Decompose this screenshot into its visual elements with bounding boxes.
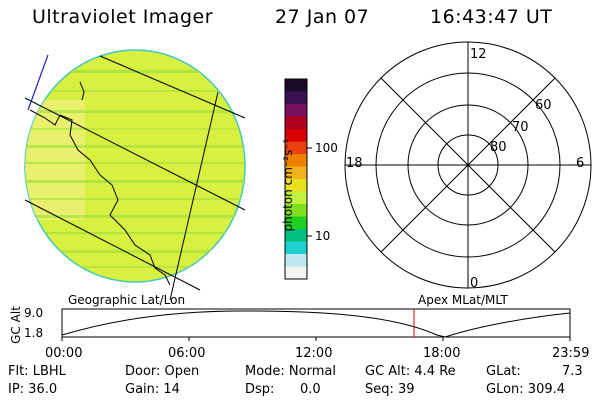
lat-line — [24, 199, 201, 291]
orbit-axis-label: GC Alt — [9, 306, 23, 344]
colorbar-band — [285, 229, 307, 242]
status-flt: Flt: LBHL — [8, 364, 66, 379]
colorbar-band — [285, 154, 307, 167]
orbit-y-bottom: 1.8 — [24, 326, 44, 340]
mlat-label-70: 70 — [512, 120, 529, 135]
lat-line — [24, 97, 246, 211]
coastline-upper — [29, 81, 85, 126]
orbit-plot — [61, 308, 571, 341]
mlt-label-6: 6 — [576, 156, 585, 171]
status-dsp-value: 0.0 — [300, 382, 321, 397]
status-gcalt: GC Alt: 4.4 Re — [365, 364, 456, 379]
status-mode: Mode: Normal — [245, 364, 336, 379]
status-ip: IP: 36.0 — [8, 382, 58, 397]
colorbar-band — [285, 191, 307, 205]
coastline — [59, 114, 171, 286]
colorbar-band — [285, 166, 307, 180]
status-seq: Seq: 39 — [365, 382, 415, 397]
colorbar-band — [285, 241, 307, 255]
colorbar-band — [285, 129, 307, 142]
colorbar-band — [285, 116, 307, 130]
orbit-x-tick-3: 18:00 — [423, 346, 461, 361]
lat-line — [99, 55, 246, 119]
status-glat-label: GLat: — [486, 364, 521, 379]
orbit-caption-left: Geographic Lat/Lon — [68, 293, 186, 307]
lon-line — [169, 91, 219, 301]
orbit-caption-right: Apex MLat/MLT — [418, 293, 508, 307]
orbit-x-tick-0: 00:00 — [45, 346, 83, 361]
polar-plot — [344, 41, 592, 289]
polar-diagonal — [380, 77, 556, 253]
limb-line — [27, 54, 49, 111]
colorbar-band — [285, 141, 307, 155]
status-glat-value: 7.3 — [562, 364, 583, 379]
orbit-x-tick-4: 23:59 — [552, 346, 590, 361]
colorbar — [284, 78, 312, 280]
colorbar-band — [285, 254, 307, 267]
status-gain: Gain: 14 — [125, 382, 180, 397]
colorbar-band — [285, 79, 307, 92]
mlt-label-12: 12 — [470, 47, 487, 62]
mlt-label-18: 18 — [346, 156, 363, 171]
orbit-x-tick-2: 12:00 — [295, 346, 333, 361]
colorbar-band — [285, 91, 307, 105]
status-dsp-label: Dsp: — [245, 382, 275, 397]
mlt-label-0: 0 — [470, 276, 479, 291]
colorbar-band — [285, 216, 307, 230]
colorbar-unit: photon cm⁻²s⁻¹ — [281, 138, 295, 232]
status-door: Door: Open — [125, 364, 200, 379]
date-label: 27 Jan 07 — [275, 6, 370, 28]
instrument-title: Ultraviolet Imager — [32, 6, 214, 28]
colorbar-band — [285, 204, 307, 217]
orbit-x-tick-1: 06:00 — [168, 346, 206, 361]
colorbar-label-100: 100 — [315, 141, 338, 155]
colorbar-label-10: 10 — [315, 229, 331, 243]
mlat-label-80: 80 — [490, 140, 507, 155]
colorbar-band — [285, 266, 307, 280]
colorbar-band — [285, 104, 307, 117]
time-label: 16:43:47 UT — [430, 6, 553, 28]
orbit-altitude-curve — [61, 310, 571, 338]
mlat-label-60: 60 — [535, 98, 552, 113]
colorbar-band — [285, 179, 307, 192]
orbit-y-top: 9.0 — [24, 306, 44, 320]
status-glon: GLon: 309.4 — [486, 382, 566, 397]
